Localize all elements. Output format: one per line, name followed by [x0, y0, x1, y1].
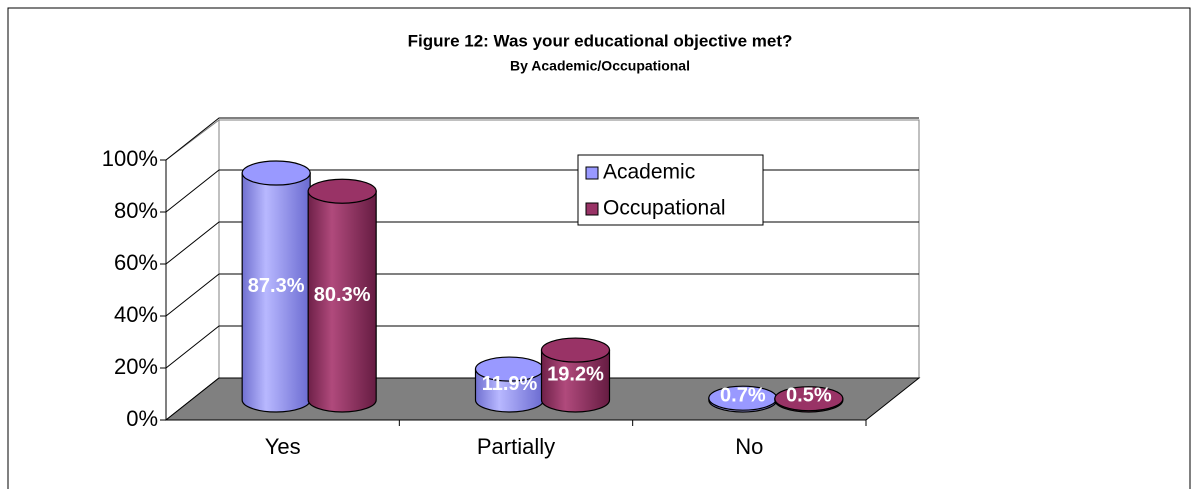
legend: Academic Occupational [577, 154, 764, 226]
x-tick-label: Partially [477, 434, 555, 459]
chart-subtitle: By Academic/Occupational [510, 58, 690, 74]
y-tick-label: 100% [102, 146, 158, 171]
y-tick-label: 40% [114, 302, 158, 327]
legend-label: Academic [603, 161, 695, 184]
legend-box [577, 154, 764, 226]
legend-swatch [585, 202, 599, 216]
data-label: 19.2% [547, 363, 604, 385]
x-tick-label: No [735, 434, 763, 459]
y-tick-label: 20% [114, 354, 158, 379]
x-tick-label: Yes [265, 434, 301, 459]
y-tick-label: 0% [126, 406, 158, 431]
data-label: 11.9% [482, 373, 538, 395]
side-wall [165, 118, 220, 422]
cylinder [307, 190, 377, 413]
grid-line [165, 273, 919, 317]
y-tick-label: 80% [114, 198, 158, 223]
grid-line [165, 117, 919, 161]
data-label: 87.3% [248, 275, 305, 297]
cylinder-top [540, 337, 611, 363]
cylinder-top [241, 160, 311, 186]
cylinder-top [774, 386, 844, 412]
legend-label: Occupational [603, 197, 726, 220]
legend-swatch [585, 166, 599, 180]
cylinder-top [307, 178, 377, 204]
data-label: 80.3% [314, 284, 371, 306]
chart-title: Figure 12: Was your educational objectiv… [408, 31, 793, 50]
data-label: 0.7% [720, 384, 766, 406]
data-label: 0.5% [786, 384, 832, 406]
grid-line [165, 325, 919, 369]
chart-border [7, 7, 1191, 489]
cylinder [540, 349, 611, 413]
y-tick-label: 60% [114, 250, 158, 275]
